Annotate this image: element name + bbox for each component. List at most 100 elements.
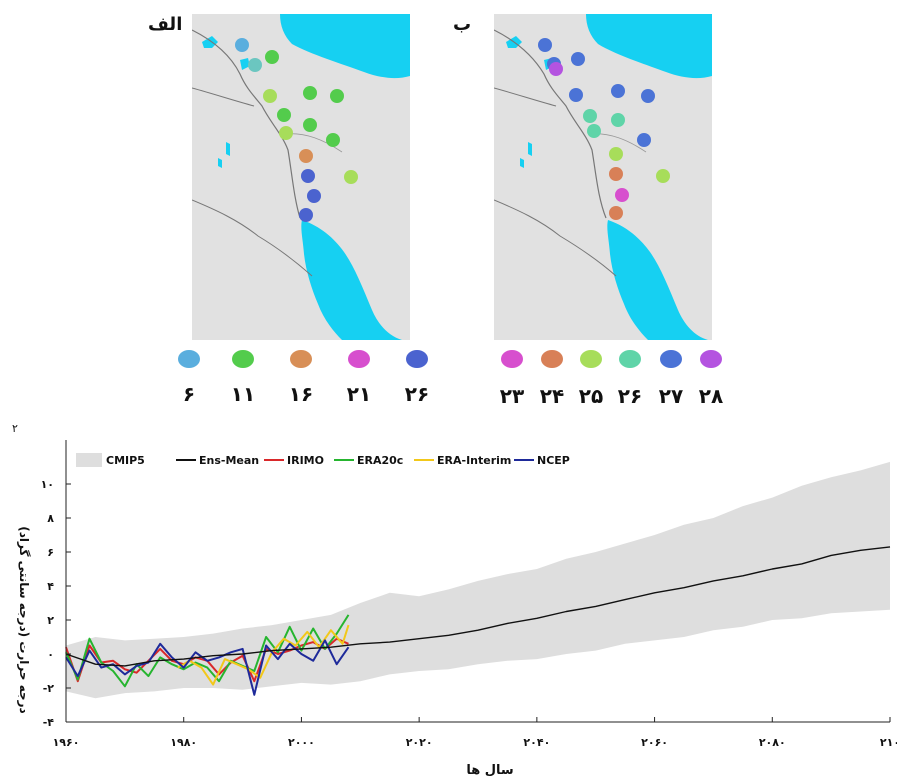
station-marker — [307, 189, 321, 203]
legend-value: ۱۶ — [288, 382, 314, 406]
map-a-persian-gulf — [301, 220, 402, 340]
station-marker — [549, 62, 563, 76]
y-tick-label: ۸ — [47, 512, 54, 525]
legend-label: Ens-Mean — [199, 454, 259, 467]
legend-label: ERA-Interim — [437, 454, 511, 467]
map-a-graphic — [191, 14, 410, 340]
y-tick-label: ۴ — [47, 580, 54, 593]
y-tick-label: ۰ — [47, 648, 54, 661]
map-a-lake — [218, 158, 222, 168]
station-marker — [609, 147, 623, 161]
legend-value: ۶ — [182, 382, 196, 406]
station-marker — [609, 206, 623, 220]
station-marker — [303, 86, 317, 100]
y-axis-label: درجه حرارت (درجه سانتی گراد) — [17, 526, 31, 713]
station-marker — [235, 38, 249, 52]
legend-value: ۲۸ — [698, 384, 724, 408]
temperature-chart: ۱۹۶۰ ۱۹۸۰ ۲۰۰۰ ۲۰۲۰ ۲۰۴۰ ۲۰۶۰ ۲۰۸۰ ۲۱۰ ۱۰ ۸ ۶ ۴ ۲ ۰ -۲… — [12, 422, 897, 778]
map-panel-b — [493, 14, 712, 340]
legend-swatch — [501, 350, 523, 368]
station-marker — [299, 149, 313, 163]
chart-legend: CMIP5 Ens-Mean IRIMO ERA20c ERA-Interim NCEP — [76, 453, 570, 467]
station-marker — [611, 84, 625, 98]
x-tick-label: ۲۰۰۰ — [288, 736, 315, 749]
map-b-border — [493, 199, 617, 277]
legend-swatch — [348, 350, 370, 368]
station-marker — [641, 89, 655, 103]
y-tick-label: ۲ — [47, 614, 54, 627]
legend-value: ۲۴ — [539, 384, 565, 408]
map-a-border — [191, 29, 301, 219]
station-marker — [344, 170, 358, 184]
y-tick-label: ۶ — [47, 546, 54, 559]
station-marker — [615, 188, 629, 202]
cmip5-band-layer — [66, 461, 890, 699]
y-top-label: ۲ — [12, 422, 18, 435]
map-a-lake — [240, 58, 250, 70]
series-line-ens-mean — [65, 546, 891, 667]
map-a-lake — [202, 36, 218, 48]
map-a-caspian-sea — [280, 14, 410, 79]
map-a-border — [191, 199, 313, 277]
station-marker — [538, 38, 552, 52]
map-b-caspian-sea — [586, 14, 712, 79]
station-marker — [277, 108, 291, 122]
legend-value: ۲۶ — [617, 384, 643, 408]
map-a-border — [191, 87, 255, 107]
x-tick-label: ۱۹۸۰ — [170, 736, 197, 749]
station-marker — [326, 133, 340, 147]
map-b-graphic — [493, 14, 712, 340]
legend-value: ۲۱ — [346, 382, 372, 406]
map-b-lake — [520, 158, 524, 168]
legend-label: CMIP5 — [106, 454, 145, 467]
station-marker — [265, 50, 279, 64]
x-tick-label: ۲۰۲۰ — [406, 736, 433, 749]
legend-value: ۲۳ — [499, 384, 525, 408]
station-marker — [583, 109, 597, 123]
station-marker — [569, 88, 583, 102]
map-panel-a — [191, 14, 410, 340]
map-b-border — [493, 87, 557, 107]
legend-swatch — [406, 350, 428, 368]
axes-layer: ۱۹۶۰ ۱۹۸۰ ۲۰۰۰ ۲۰۲۰ ۲۰۴۰ ۲۰۶۰ ۲۰۸۰ ۲۱۰ ۱۰ ۸ ۶ ۴ ۲ ۰ -۲… — [41, 440, 897, 749]
map-a-label: الف — [148, 14, 183, 35]
station-marker — [609, 167, 623, 181]
station-marker — [299, 208, 313, 222]
series-line-era20c — [65, 614, 350, 688]
legend-label: NCEP — [537, 454, 570, 467]
y-tick-label: -۴ — [43, 716, 55, 729]
map-b-border — [493, 29, 607, 219]
station-marker — [330, 89, 344, 103]
legend-swatch — [700, 350, 722, 368]
legend-swatch — [232, 350, 254, 368]
legend-value: ۲۷ — [658, 384, 684, 408]
legend-swatch — [619, 350, 641, 368]
legend-label: IRIMO — [287, 454, 324, 467]
series-layer — [65, 546, 891, 696]
station-marker — [301, 169, 315, 183]
map-a-lake — [226, 142, 230, 156]
legend-label: ERA20c — [357, 454, 403, 467]
y-tick-label: -۲ — [43, 682, 55, 695]
legend-swatch-cmip5 — [76, 453, 102, 467]
x-tick-label: ۲۰۴۰ — [523, 736, 550, 749]
legend-swatch — [290, 350, 312, 368]
y-tick-label: ۱۰ — [41, 478, 54, 491]
station-marker — [571, 52, 585, 66]
x-axis-label: سال ها — [466, 763, 513, 778]
station-marker — [248, 58, 262, 72]
station-marker — [279, 126, 293, 140]
station-marker — [263, 89, 277, 103]
station-marker — [587, 124, 601, 138]
map-b-lake — [528, 142, 532, 156]
x-tick-label: ۲۰۶۰ — [641, 736, 668, 749]
map-b-label: ب — [453, 14, 472, 35]
legend-swatch — [178, 350, 200, 368]
series-line-era-interim — [177, 624, 350, 686]
legend-swatch — [541, 350, 563, 368]
station-marker — [611, 113, 625, 127]
legend-swatch — [580, 350, 602, 368]
station-marker — [303, 118, 317, 132]
legend-value: ۲۶ — [404, 382, 430, 406]
legend-value: ۱۱ — [230, 382, 256, 406]
